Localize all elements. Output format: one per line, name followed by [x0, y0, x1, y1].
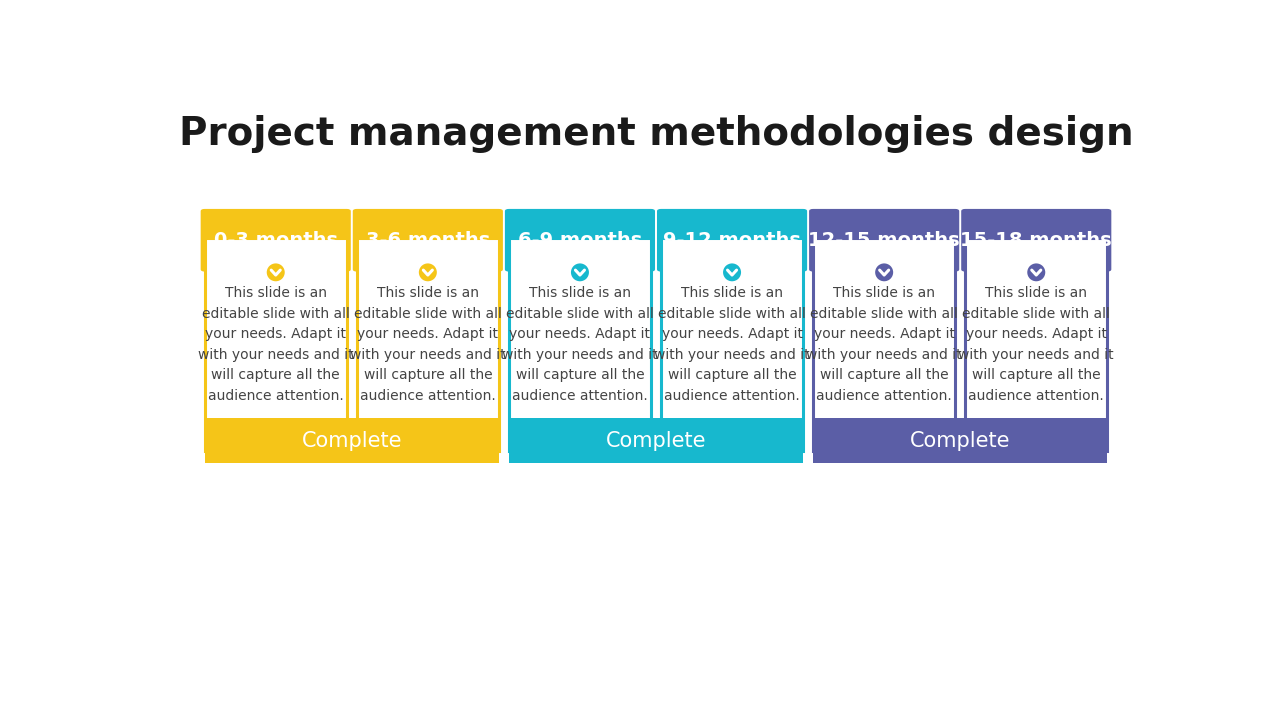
Text: 12-15 months: 12-15 months — [809, 230, 960, 250]
FancyBboxPatch shape — [509, 238, 652, 451]
FancyBboxPatch shape — [357, 238, 499, 451]
FancyBboxPatch shape — [813, 418, 1107, 464]
Text: Complete: Complete — [910, 431, 1010, 451]
Text: This slide is an
editable slide with all
your needs. Adapt it
with your needs an: This slide is an editable slide with all… — [198, 286, 353, 403]
Text: Project management methodologies design: Project management methodologies design — [179, 114, 1133, 153]
Text: 9-12 months: 9-12 months — [663, 230, 801, 250]
Text: This slide is an
editable slide with all
your needs. Adapt it
with your needs an: This slide is an editable slide with all… — [654, 286, 810, 403]
FancyBboxPatch shape — [353, 209, 503, 271]
FancyBboxPatch shape — [509, 418, 803, 464]
Text: 15-18 months: 15-18 months — [960, 230, 1112, 250]
FancyBboxPatch shape — [205, 418, 499, 464]
Text: This slide is an
editable slide with all
your needs. Adapt it
with your needs an: This slide is an editable slide with all… — [349, 286, 506, 403]
Ellipse shape — [417, 262, 438, 282]
Text: 0-3 months: 0-3 months — [214, 230, 338, 250]
Ellipse shape — [722, 262, 742, 282]
FancyBboxPatch shape — [205, 238, 347, 451]
FancyBboxPatch shape — [961, 209, 1111, 271]
FancyBboxPatch shape — [504, 209, 655, 271]
Text: Complete: Complete — [302, 431, 402, 451]
Ellipse shape — [266, 262, 285, 282]
FancyBboxPatch shape — [965, 238, 1107, 451]
Text: 3-6 months: 3-6 months — [366, 230, 490, 250]
Text: 6-9 months: 6-9 months — [518, 230, 643, 250]
Text: Complete: Complete — [605, 431, 707, 451]
Ellipse shape — [1027, 262, 1046, 282]
Text: This slide is an
editable slide with all
your needs. Adapt it
with your needs an: This slide is an editable slide with all… — [502, 286, 658, 403]
FancyBboxPatch shape — [657, 209, 808, 271]
FancyBboxPatch shape — [201, 209, 351, 271]
Text: This slide is an
editable slide with all
your needs. Adapt it
with your needs an: This slide is an editable slide with all… — [959, 286, 1114, 403]
Text: This slide is an
editable slide with all
your needs. Adapt it
with your needs an: This slide is an editable slide with all… — [806, 286, 963, 403]
FancyBboxPatch shape — [660, 238, 803, 451]
Ellipse shape — [874, 262, 895, 282]
FancyBboxPatch shape — [813, 238, 955, 451]
Ellipse shape — [570, 262, 590, 282]
FancyBboxPatch shape — [809, 209, 959, 271]
